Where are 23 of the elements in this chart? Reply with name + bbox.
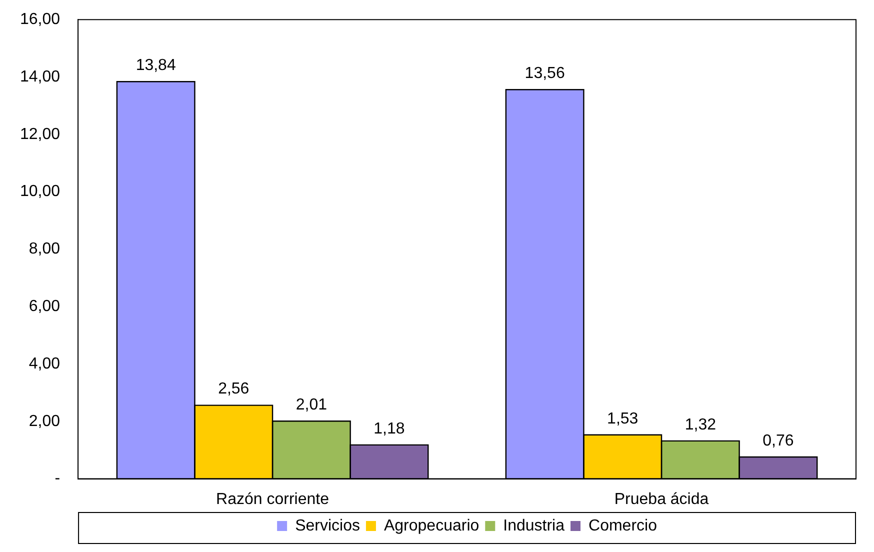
y-tick-label: 4,00 xyxy=(28,355,60,372)
data-label: 1,32 xyxy=(684,416,716,434)
data-label: 1,53 xyxy=(607,410,638,428)
legend-label: Agropecuario xyxy=(384,517,480,534)
y-tick-label: 14,00 xyxy=(20,68,60,86)
data-label: 1,18 xyxy=(374,420,405,438)
y-tick-label: 6,00 xyxy=(28,298,60,316)
legend-label: Comercio xyxy=(588,517,658,534)
y-tick-label: 12,00 xyxy=(20,126,60,143)
y-tick-label: 8,00 xyxy=(28,240,60,258)
y-tick-label: - xyxy=(54,470,60,488)
legend-label: Industria xyxy=(503,517,565,534)
data-label: 2,01 xyxy=(296,396,328,414)
data-label: 13,84 xyxy=(136,57,176,74)
legend-label: Servicios xyxy=(295,517,360,534)
x-tick-label: Razón corriente xyxy=(216,490,330,508)
data-label: 0,76 xyxy=(762,432,794,450)
y-tick-label: 10,00 xyxy=(20,183,60,200)
y-tick-label: 16,00 xyxy=(20,11,60,28)
y-tick-label: 2,00 xyxy=(28,412,60,430)
x-tick-label: Prueba ácida xyxy=(614,490,709,508)
data-label: 13,56 xyxy=(524,65,565,82)
data-label: 2,56 xyxy=(218,380,250,398)
